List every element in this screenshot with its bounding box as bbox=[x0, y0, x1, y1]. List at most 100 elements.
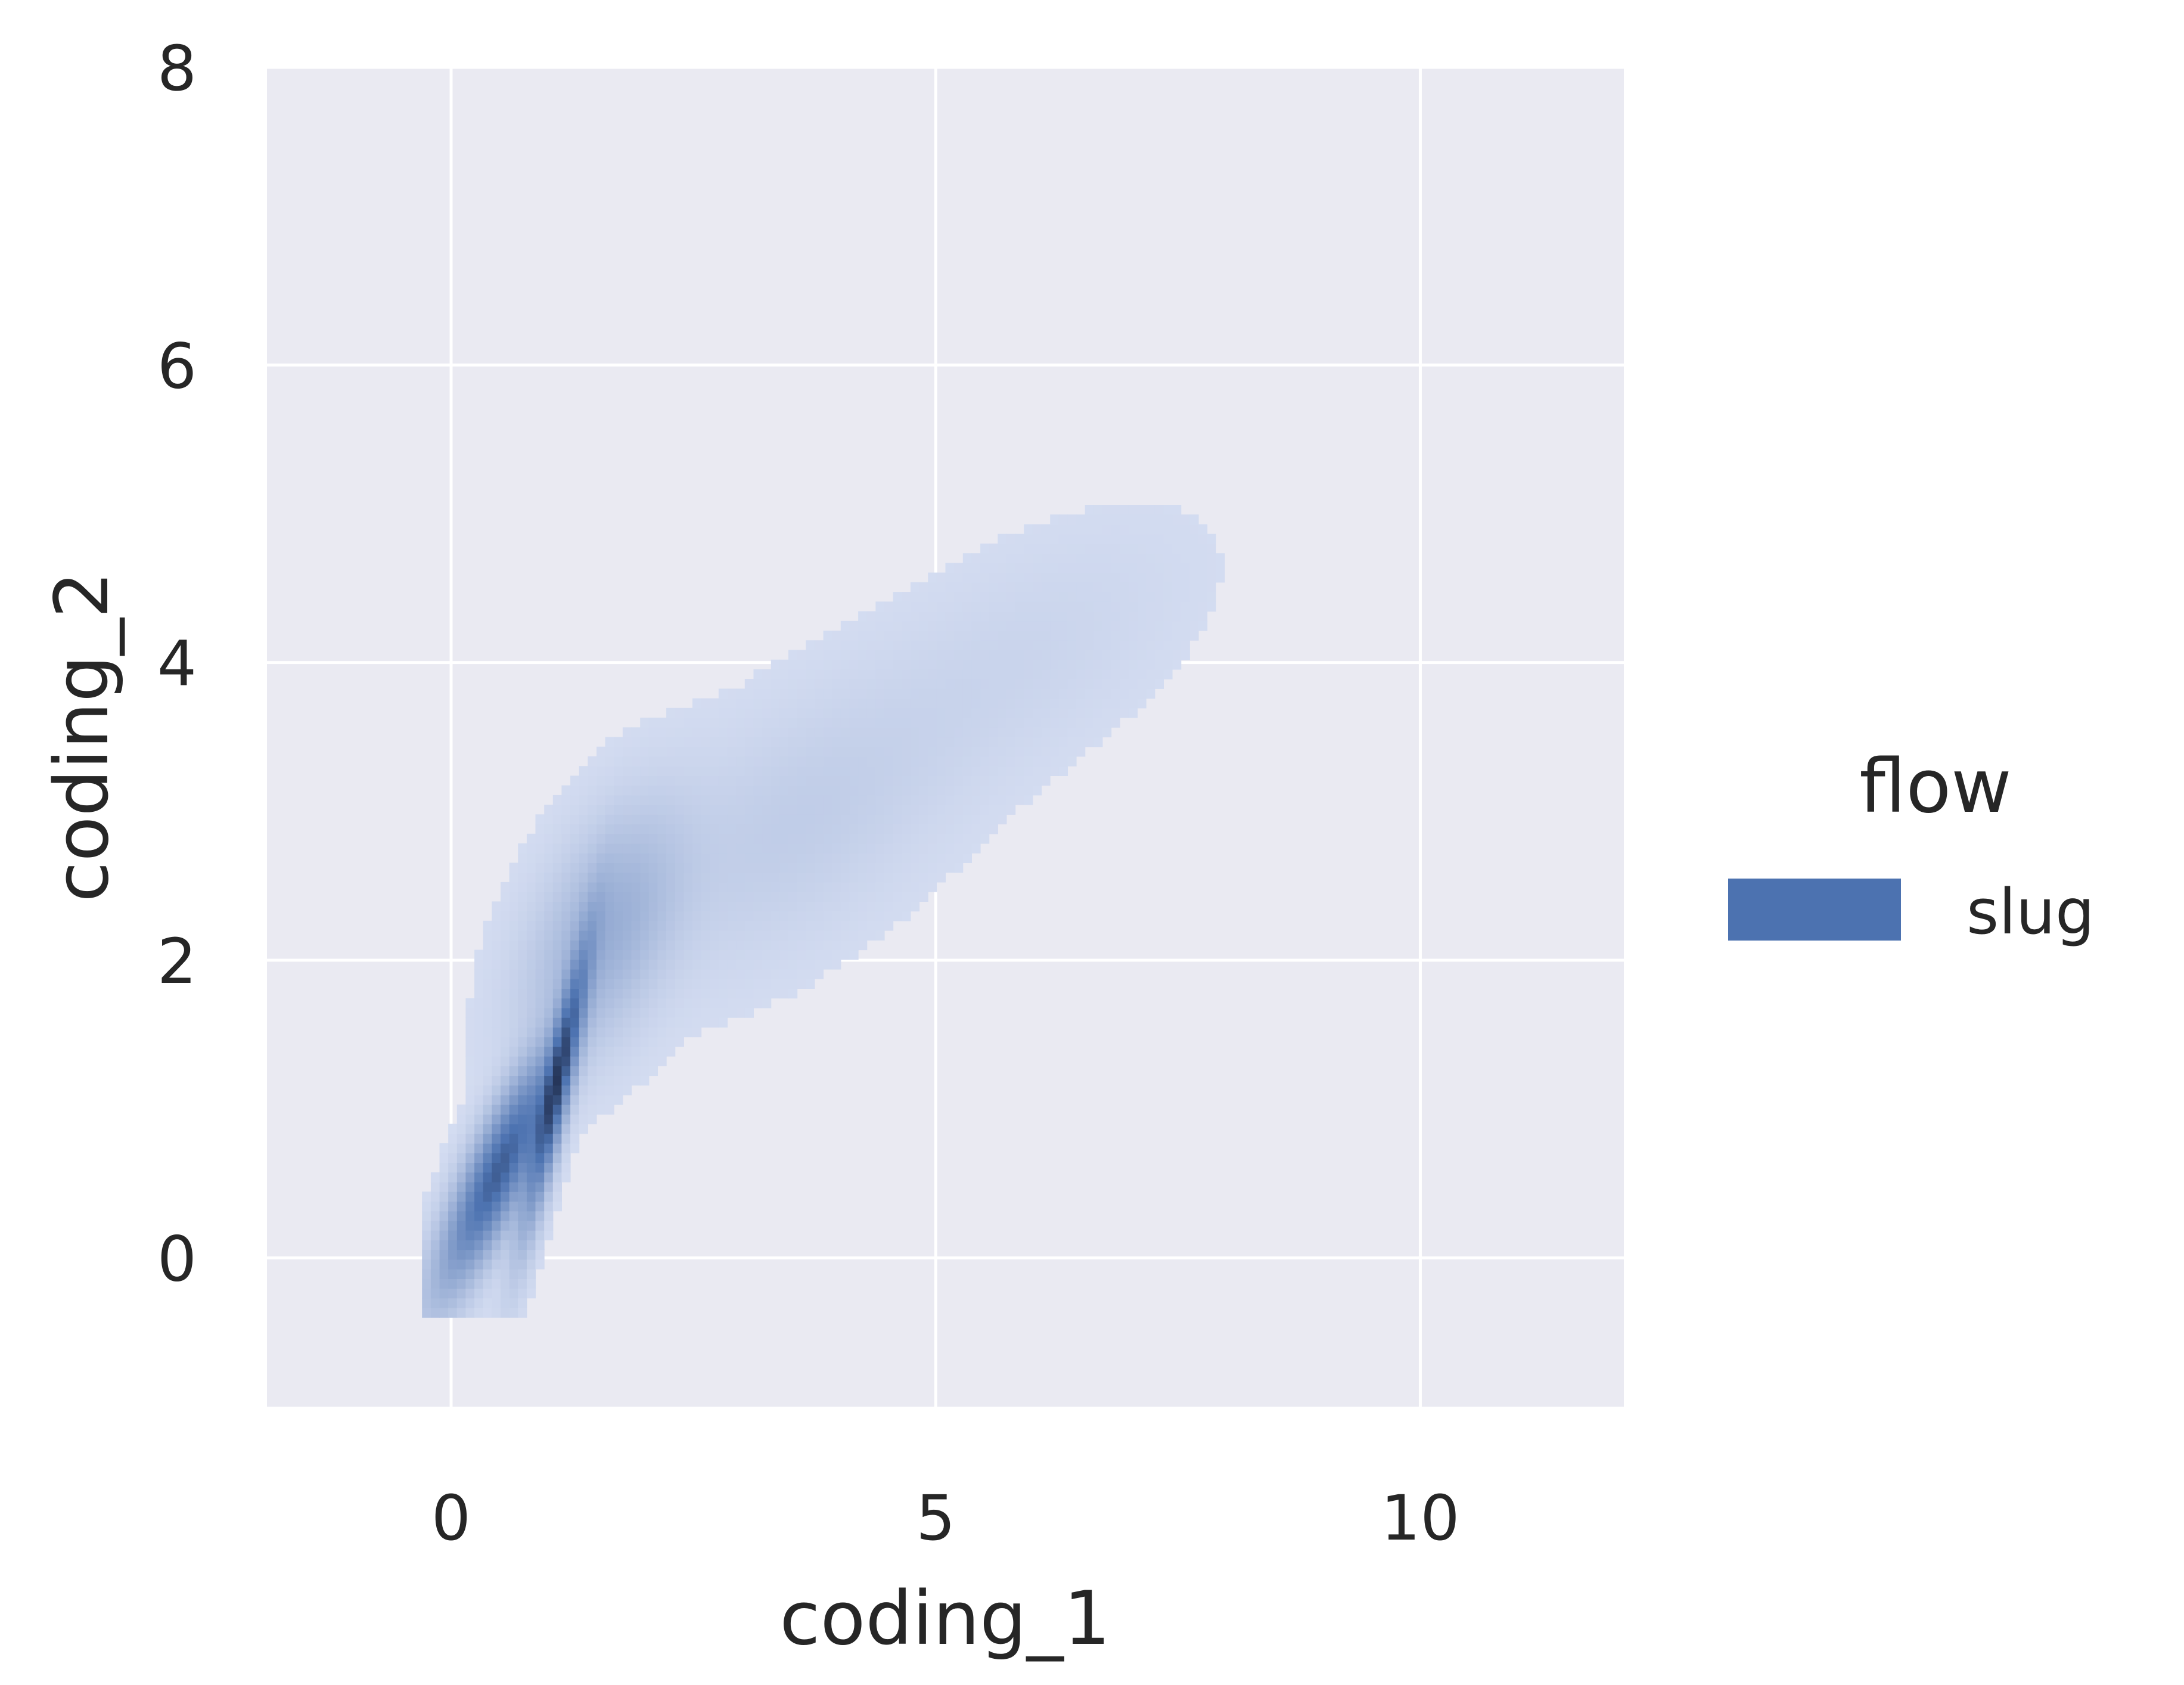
histogram-cell bbox=[840, 862, 850, 873]
histogram-cell bbox=[902, 766, 911, 776]
histogram-cell bbox=[936, 592, 946, 602]
histogram-cell bbox=[858, 795, 868, 805]
histogram-cell bbox=[666, 1007, 676, 1018]
histogram-cell bbox=[884, 620, 894, 631]
histogram-cell bbox=[998, 698, 1007, 709]
histogram-cell bbox=[1137, 679, 1147, 689]
histogram-cell bbox=[1137, 650, 1147, 660]
histogram-cell bbox=[840, 766, 850, 776]
histogram-cell bbox=[718, 940, 728, 951]
histogram-cell bbox=[501, 1201, 510, 1212]
histogram-cell bbox=[501, 1288, 510, 1299]
histogram-cell bbox=[744, 959, 754, 970]
histogram-cell bbox=[622, 1066, 632, 1076]
histogram-cell bbox=[744, 911, 754, 921]
histogram-cell bbox=[675, 1007, 684, 1018]
histogram-cell bbox=[1146, 659, 1155, 670]
histogram-cell bbox=[579, 892, 588, 902]
histogram-cell bbox=[788, 872, 798, 883]
histogram-cell bbox=[1050, 611, 1060, 622]
histogram-cell bbox=[910, 746, 920, 757]
histogram-cell bbox=[666, 988, 676, 999]
histogram-cell bbox=[989, 553, 998, 563]
histogram-cell bbox=[1128, 640, 1138, 650]
histogram-cell bbox=[902, 669, 911, 679]
histogram-cell bbox=[866, 843, 876, 854]
histogram-cell bbox=[509, 1162, 518, 1173]
histogram-cell bbox=[998, 718, 1007, 728]
histogram-cell bbox=[483, 979, 492, 989]
histogram-cell bbox=[1041, 650, 1051, 660]
histogram-cell bbox=[971, 698, 981, 709]
histogram-cell bbox=[788, 775, 798, 786]
histogram-cell bbox=[945, 650, 955, 660]
histogram-cell bbox=[910, 631, 920, 641]
histogram-cell bbox=[727, 862, 737, 873]
histogram-cell bbox=[622, 969, 632, 979]
histogram-cell bbox=[1102, 572, 1112, 583]
histogram-cell bbox=[928, 833, 937, 844]
histogram-cell bbox=[1216, 553, 1225, 563]
histogram-cell bbox=[936, 833, 946, 844]
histogram-cell bbox=[552, 795, 562, 805]
histogram-cell bbox=[552, 1104, 562, 1115]
histogram-cell bbox=[989, 698, 998, 709]
histogram-cell bbox=[648, 843, 658, 854]
histogram-cell bbox=[727, 911, 737, 921]
histogram-cell bbox=[884, 766, 894, 776]
histogram-cell bbox=[614, 940, 623, 951]
histogram-cell bbox=[1111, 524, 1120, 535]
histogram-cell bbox=[866, 930, 876, 941]
histogram-cell bbox=[806, 920, 815, 931]
histogram-cell bbox=[684, 901, 693, 912]
histogram-cell bbox=[832, 853, 841, 863]
histogram-cell bbox=[753, 795, 763, 805]
histogram-cell bbox=[552, 1027, 562, 1038]
histogram-cell bbox=[884, 911, 894, 921]
histogram-cell bbox=[631, 930, 641, 941]
histogram-cell bbox=[928, 679, 937, 689]
histogram-cell bbox=[788, 920, 798, 931]
histogram-cell bbox=[814, 746, 824, 757]
histogram-cell bbox=[936, 572, 946, 583]
histogram-cell bbox=[675, 892, 684, 902]
histogram-cell bbox=[1058, 679, 1068, 689]
histogram-cell bbox=[945, 698, 955, 709]
histogram-cell bbox=[422, 1220, 431, 1231]
histogram-cell bbox=[561, 1007, 571, 1018]
histogram-cell bbox=[588, 872, 597, 883]
histogram-cell bbox=[840, 746, 850, 757]
histogram-cell bbox=[430, 1191, 440, 1202]
histogram-cell bbox=[1015, 785, 1024, 796]
histogram-cell bbox=[552, 824, 562, 834]
histogram-cell bbox=[666, 766, 676, 776]
histogram-cells bbox=[422, 505, 1225, 1318]
histogram-cell bbox=[1058, 669, 1068, 679]
histogram-cell bbox=[552, 1133, 562, 1144]
histogram-cell bbox=[875, 892, 885, 902]
histogram-cell bbox=[902, 631, 911, 641]
histogram-cell bbox=[1163, 592, 1173, 602]
histogram-cell bbox=[1146, 553, 1155, 563]
histogram-cell bbox=[1128, 524, 1138, 535]
histogram-cell bbox=[893, 766, 902, 776]
histogram-cell bbox=[1111, 514, 1120, 525]
histogram-cell bbox=[483, 940, 492, 951]
histogram-cell bbox=[1198, 553, 1208, 563]
histogram-cell bbox=[1076, 688, 1086, 699]
histogram-cell bbox=[561, 785, 571, 796]
histogram-cell bbox=[701, 824, 710, 834]
histogram-cell bbox=[954, 601, 964, 612]
histogram-cell bbox=[710, 843, 719, 854]
histogram-cell bbox=[509, 1133, 518, 1144]
histogram-cell bbox=[570, 1066, 580, 1076]
histogram-cell bbox=[936, 737, 946, 747]
histogram-cell bbox=[858, 872, 868, 883]
histogram-cell bbox=[945, 775, 955, 786]
histogram-cell bbox=[501, 1230, 510, 1240]
histogram-cell bbox=[1024, 640, 1033, 650]
histogram-cell bbox=[588, 1027, 597, 1038]
histogram-cell bbox=[597, 1094, 606, 1105]
histogram-cell bbox=[684, 862, 693, 873]
histogram-cell bbox=[928, 582, 937, 592]
